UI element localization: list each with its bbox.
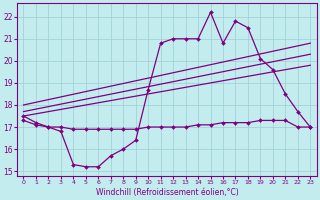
X-axis label: Windchill (Refroidissement éolien,°C): Windchill (Refroidissement éolien,°C): [96, 188, 238, 197]
